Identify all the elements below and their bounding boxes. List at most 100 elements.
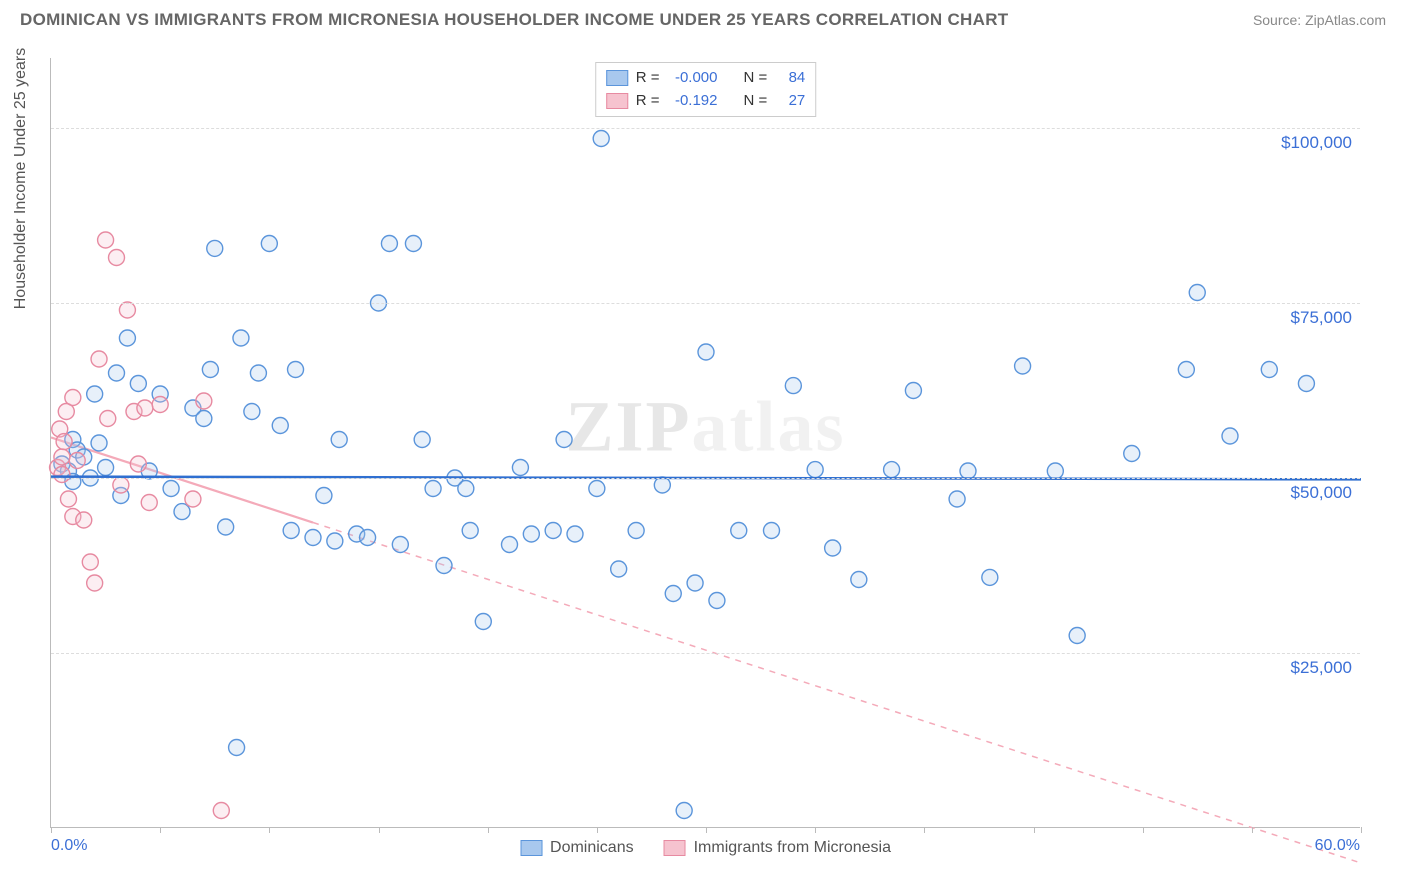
data-point <box>593 131 609 147</box>
x-tick <box>1252 827 1253 833</box>
data-point <box>687 575 703 591</box>
data-point <box>884 462 900 478</box>
data-point <box>119 330 135 346</box>
data-point <box>1189 285 1205 301</box>
scatter-svg <box>51 58 1360 827</box>
data-point <box>283 523 299 539</box>
data-point <box>316 488 332 504</box>
n-label: N = <box>744 90 768 113</box>
data-point <box>851 572 867 588</box>
data-point <box>54 467 70 483</box>
data-point <box>825 540 841 556</box>
data-point <box>665 586 681 602</box>
data-point <box>1222 428 1238 444</box>
data-point <box>414 432 430 448</box>
data-point <box>709 593 725 609</box>
data-point <box>381 236 397 252</box>
data-point <box>1015 358 1031 374</box>
y-tick-label: $100,000 <box>1281 133 1352 153</box>
data-point <box>218 519 234 535</box>
y-tick-label: $75,000 <box>1291 308 1352 328</box>
data-point <box>213 803 229 819</box>
data-point <box>676 803 692 819</box>
data-point <box>229 740 245 756</box>
legend-item: Dominicans <box>520 839 634 857</box>
data-point <box>982 569 998 585</box>
data-point <box>196 393 212 409</box>
data-point <box>272 418 288 434</box>
data-point <box>119 302 135 318</box>
data-point <box>654 477 670 493</box>
legend-item: Immigrants from Micronesia <box>664 839 891 857</box>
data-point <box>244 404 260 420</box>
data-point <box>185 491 201 507</box>
x-tick <box>815 827 816 833</box>
x-axis-max-label: 60.0% <box>1315 837 1360 855</box>
data-point <box>785 378 801 394</box>
data-point <box>475 614 491 630</box>
grid-line <box>51 478 1360 479</box>
data-point <box>305 530 321 546</box>
data-point <box>76 512 92 528</box>
r-label: R = <box>636 90 660 113</box>
y-tick-label: $25,000 <box>1291 658 1352 678</box>
y-axis-title: Householder Income Under 25 years <box>12 48 30 309</box>
x-axis-min-label: 0.0% <box>51 837 87 855</box>
data-point <box>98 232 114 248</box>
x-tick <box>1361 827 1362 833</box>
data-point <box>91 435 107 451</box>
data-point <box>65 390 81 406</box>
data-point <box>960 463 976 479</box>
r-value: -0.000 <box>668 67 718 90</box>
r-label: R = <box>636 67 660 90</box>
data-point <box>91 351 107 367</box>
x-tick <box>51 827 52 833</box>
data-point <box>87 386 103 402</box>
x-tick <box>160 827 161 833</box>
legend-label: Dominicans <box>550 839 634 857</box>
data-point <box>56 434 72 450</box>
data-point <box>54 449 70 465</box>
n-value: 84 <box>775 67 805 90</box>
grid-line <box>51 653 1360 654</box>
data-point <box>109 365 125 381</box>
data-point <box>1124 446 1140 462</box>
data-point <box>1261 362 1277 378</box>
data-point <box>196 411 212 427</box>
data-point <box>163 481 179 497</box>
data-point <box>288 362 304 378</box>
legend-swatch <box>606 70 628 86</box>
data-point <box>512 460 528 476</box>
data-point <box>905 383 921 399</box>
data-point <box>611 561 627 577</box>
data-point <box>152 397 168 413</box>
data-point <box>1298 376 1314 392</box>
data-point <box>462 523 478 539</box>
x-tick <box>488 827 489 833</box>
data-point <box>130 376 146 392</box>
data-point <box>436 558 452 574</box>
data-point <box>545 523 561 539</box>
x-tick <box>597 827 598 833</box>
n-label: N = <box>744 67 768 90</box>
data-point <box>202 362 218 378</box>
x-tick <box>379 827 380 833</box>
data-point <box>250 365 266 381</box>
data-point <box>113 477 129 493</box>
data-point <box>69 453 85 469</box>
data-point <box>523 526 539 542</box>
n-value: 27 <box>775 90 805 113</box>
data-point <box>98 460 114 476</box>
data-point <box>1178 362 1194 378</box>
chart-title: DOMINICAN VS IMMIGRANTS FROM MICRONESIA … <box>20 10 1008 30</box>
data-point <box>807 462 823 478</box>
x-tick <box>1034 827 1035 833</box>
y-tick-label: $50,000 <box>1291 483 1352 503</box>
data-point <box>567 526 583 542</box>
legend-label: Immigrants from Micronesia <box>694 839 891 857</box>
data-point <box>589 481 605 497</box>
data-point <box>141 495 157 511</box>
legend-swatch <box>664 840 686 856</box>
source-label: Source: ZipAtlas.com <box>1253 12 1386 28</box>
data-point <box>360 530 376 546</box>
